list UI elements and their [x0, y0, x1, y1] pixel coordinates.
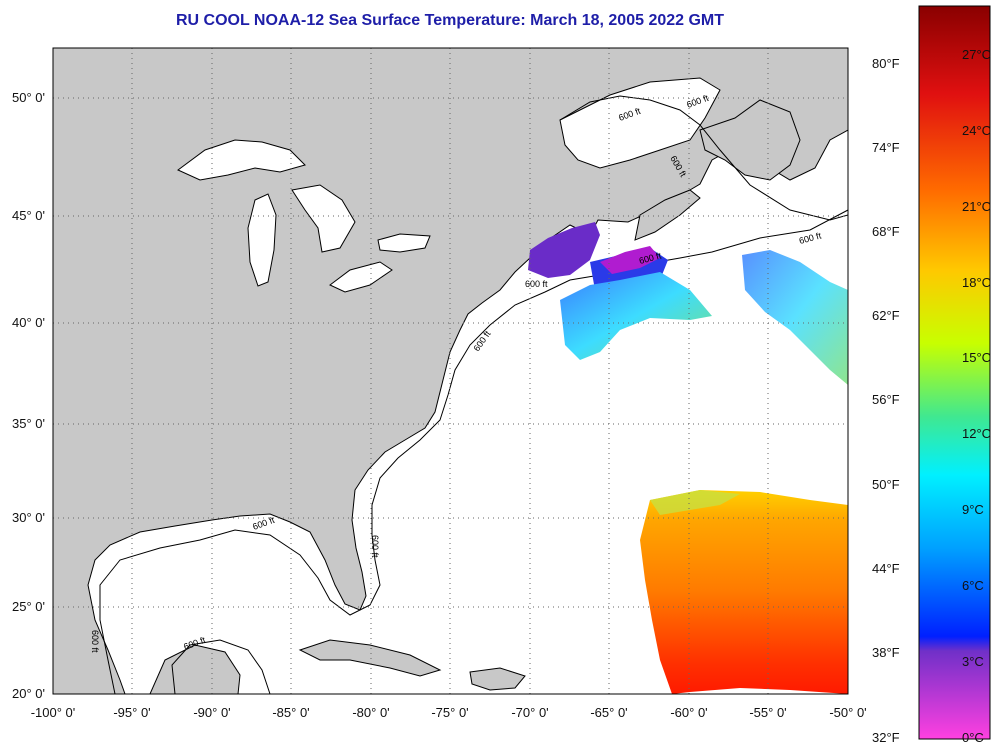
colorbar-c-label: 12°C — [962, 426, 992, 441]
land-hispaniola — [469, 667, 526, 691]
colorbar-c-label: 18°C — [962, 275, 992, 290]
colorbar-c-label: 9°C — [962, 502, 984, 517]
colorbar-f-label: 50°F — [872, 477, 900, 492]
lake-huron — [291, 184, 356, 253]
colorbar-f-label: 38°F — [872, 645, 900, 660]
colorbar-f-label: 32°F — [872, 730, 900, 745]
colorbar-c-label: 0°C — [962, 730, 984, 745]
lon-label: -95° 0' — [113, 705, 151, 720]
colorbar-c-label: 6°C — [962, 578, 984, 593]
lon-label: -50° 0' — [829, 705, 867, 720]
lon-label: -70° 0' — [511, 705, 549, 720]
colorbar-c-label: 27°C — [962, 47, 992, 62]
colorbar-c-label: 21°C — [962, 199, 992, 214]
colorbar-f-label: 56°F — [872, 392, 900, 407]
colorbar-f-label: 80°F — [872, 56, 900, 71]
lat-label: 40° 0' — [12, 315, 45, 330]
lon-label: -60° 0' — [670, 705, 708, 720]
lat-label: 25° 0' — [12, 599, 45, 614]
lat-label: 35° 0' — [12, 416, 45, 431]
lat-label: 50° 0' — [12, 90, 45, 105]
colorbar-c-label: 3°C — [962, 654, 984, 669]
colorbar-f-label: 68°F — [872, 224, 900, 239]
sst-warm-north-fringe — [650, 490, 740, 515]
contour-label: 600 ft — [370, 535, 380, 558]
land-yucatan — [149, 644, 241, 694]
colorbar-f-label: 62°F — [872, 308, 900, 323]
lon-label: -85° 0' — [272, 705, 310, 720]
contour-label: 600 ft — [90, 630, 100, 653]
shelf-contour-north — [559, 95, 848, 221]
lat-label: 20° 0' — [12, 686, 45, 701]
colorbar-f-label: 44°F — [872, 561, 900, 576]
sst-magenta-patch — [600, 246, 660, 274]
lake-michigan — [247, 193, 277, 287]
colorbar-c-label: 24°C — [962, 123, 992, 138]
lon-label: -55° 0' — [749, 705, 787, 720]
land-nova-scotia — [634, 189, 701, 241]
lon-label: -80° 0' — [352, 705, 390, 720]
temperature-colorbar — [918, 5, 991, 740]
lon-label: -100° 0' — [30, 705, 76, 720]
plot-frame — [52, 47, 849, 695]
lon-label: -65° 0' — [590, 705, 628, 720]
sst-cold-patch — [528, 222, 600, 278]
lat-label: 30° 0' — [12, 510, 45, 525]
colorbar-c-label: 15°C — [962, 350, 992, 365]
land-cuba — [298, 639, 442, 677]
lake-erie — [329, 261, 393, 293]
lon-label: -90° 0' — [193, 705, 231, 720]
contour-label: 600 ft — [525, 279, 548, 289]
sst-warm-patch — [640, 490, 848, 694]
lake-superior — [177, 139, 306, 181]
land-newfoundland — [699, 99, 801, 181]
map-title: RU COOL NOAA-12 Sea Surface Temperature:… — [175, 12, 725, 29]
lake-ontario — [377, 233, 431, 253]
shelf-contour-gulf-south — [171, 639, 271, 694]
colorbar-f-label: 74°F — [872, 140, 900, 155]
lon-label: -75° 0' — [431, 705, 469, 720]
sst-slope-patch — [560, 272, 712, 360]
lat-label: 45° 0' — [12, 208, 45, 223]
